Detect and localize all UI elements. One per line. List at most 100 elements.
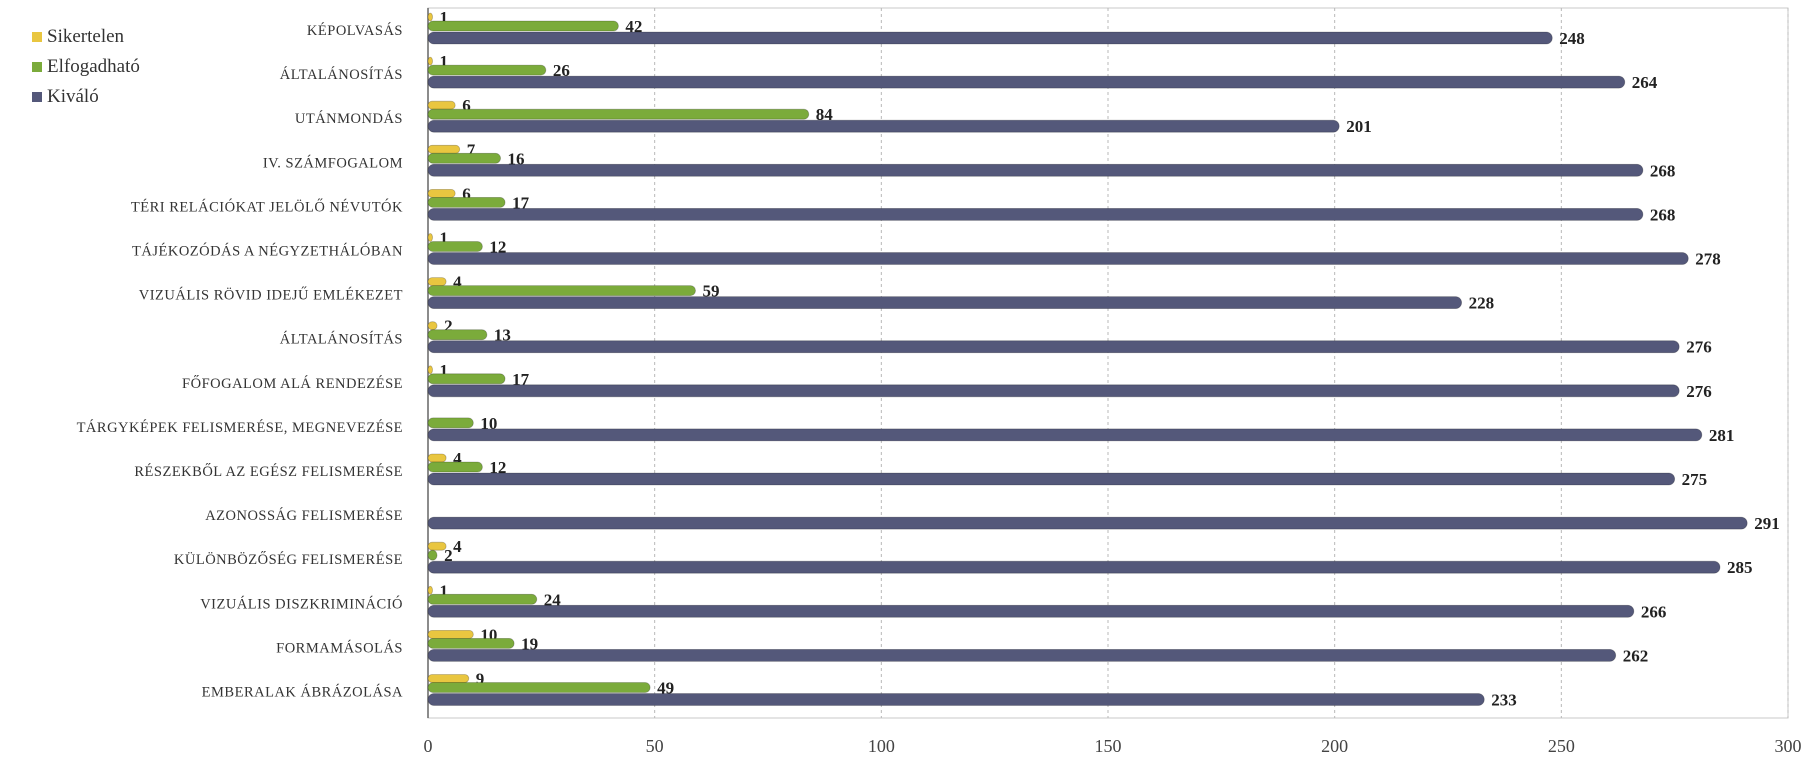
data-label-sikertelen-7: 2	[444, 317, 453, 336]
category-label-4: TÉRI RELÁCIÓKAT JELÖLŐ NÉVUTÓK	[131, 198, 403, 215]
bar-sikertelen-5	[427, 233, 433, 242]
legend-item-sikertelen: Sikertelen	[32, 22, 140, 52]
legend-item-elfogadhato: Elfogadható	[32, 52, 140, 82]
bar-elfogadhato-6	[427, 285, 696, 297]
x-tick-label-100: 100	[868, 736, 895, 756]
bar-sikertelen-10	[427, 453, 447, 463]
x-tick-label-200: 200	[1321, 736, 1348, 756]
x-tick-label-50: 50	[646, 736, 664, 756]
legend-swatch-elfogadhato	[32, 62, 42, 72]
data-label-sikertelen-8: 1	[440, 361, 449, 380]
category-label-8: FŐFOGALOM ALÁ RENDEZÉSE	[182, 375, 403, 392]
bar-sikertelen-7	[427, 321, 438, 331]
legend-label-sikertelen: Sikertelen	[47, 26, 125, 47]
category-label-3: IV. SZÁMFOGALOM	[263, 154, 403, 171]
bar-kivalo-7	[427, 340, 1680, 354]
data-label-elfogadhato-14: 19	[521, 634, 538, 653]
data-label-kivalo-13: 266	[1641, 602, 1667, 621]
data-label-elfogadhato-4: 17	[512, 193, 530, 212]
data-label-kivalo-3: 268	[1650, 161, 1676, 180]
data-label-kivalo-6: 228	[1469, 294, 1495, 313]
bar-elfogadhato-2	[427, 108, 810, 120]
bar-sikertelen-12	[427, 541, 447, 551]
bar-elfogadhato-3	[427, 152, 501, 164]
data-label-sikertelen-10: 4	[453, 449, 462, 468]
data-label-elfogadhato-2: 84	[816, 105, 834, 124]
data-label-sikertelen-2: 6	[462, 96, 471, 115]
bar-elfogadhato-8	[427, 373, 506, 385]
bar-kivalo-10	[427, 472, 1676, 486]
data-label-elfogadhato-13: 24	[544, 590, 562, 609]
data-label-sikertelen-13: 1	[440, 581, 449, 600]
category-label-1: ÁLTALÁNOSÍTÁS	[280, 66, 403, 83]
bar-sikertelen-1	[427, 56, 433, 66]
bar-kivalo-12	[427, 560, 1721, 574]
data-label-elfogadhato-7: 13	[494, 326, 511, 345]
data-label-kivalo-11: 291	[1754, 514, 1780, 533]
data-label-kivalo-15: 233	[1491, 691, 1517, 710]
bar-elfogadhato-14	[427, 638, 515, 649]
bar-kivalo-2	[427, 119, 1340, 133]
bar-kivalo-0	[427, 31, 1553, 45]
category-label-7: ÁLTALÁNOSÍTÁS	[280, 331, 403, 348]
category-label-6: VIZUÁLIS RÖVID IDEJŰ EMLÉKEZET	[139, 287, 403, 304]
data-label-elfogadhato-0: 42	[625, 17, 642, 36]
bar-kivalo-8	[427, 384, 1680, 398]
data-label-elfogadhato-9: 10	[480, 414, 497, 433]
bar-sikertelen-13	[427, 585, 433, 595]
bar-sikertelen-14	[427, 630, 474, 639]
data-label-sikertelen-12: 4	[453, 537, 462, 556]
bar-kivalo-3	[427, 163, 1644, 177]
category-label-9: TÁRGYKÉPEK FELISMERÉSE, MEGNEVEZÉSE	[77, 419, 403, 436]
data-label-kivalo-2: 201	[1346, 117, 1372, 136]
category-label-12: KÜLÖNBÖZŐSÉG FELISMERÉSE	[174, 551, 403, 568]
legend-label-kivalo: Kiváló	[47, 86, 99, 107]
data-label-sikertelen-6: 4	[453, 273, 462, 292]
legend-item-kivalo: Kiváló	[32, 82, 140, 112]
bar-kivalo-1	[427, 75, 1626, 89]
bar-kivalo-4	[427, 207, 1644, 221]
bar-sikertelen-3	[427, 144, 461, 154]
category-label-10: RÉSZEKBŐL AZ EGÉSZ FELISMERÉSE	[134, 463, 403, 480]
data-label-kivalo-10: 275	[1682, 470, 1708, 489]
bar-elfogadhato-4	[427, 196, 506, 208]
category-label-15: EMBERALAK ÁBRÁZOLÁSA	[202, 684, 403, 701]
data-label-sikertelen-4: 6	[462, 184, 471, 203]
bar-sikertelen-8	[427, 365, 433, 375]
x-tick-label-150: 150	[1095, 736, 1122, 756]
bar-kivalo-14	[427, 649, 1617, 662]
bar-elfogadhato-0	[427, 20, 619, 32]
bar-kivalo-11	[427, 516, 1748, 530]
data-label-elfogadhato-8: 17	[512, 370, 530, 389]
category-label-11: AZONOSSÁG FELISMERÉSE	[205, 507, 403, 524]
data-label-kivalo-4: 268	[1650, 205, 1676, 224]
data-label-kivalo-1: 264	[1632, 73, 1658, 92]
legend-label-elfogadhato: Elfogadható	[47, 56, 140, 77]
data-label-kivalo-14: 262	[1623, 646, 1649, 665]
bar-elfogadhato-7	[427, 329, 488, 341]
data-label-kivalo-0: 248	[1559, 29, 1585, 48]
bar-elfogadhato-5	[427, 241, 483, 252]
bar-sikertelen-4	[427, 188, 456, 198]
category-label-13: VIZUÁLIS DISZKRIMINÁCIÓ	[200, 595, 403, 612]
data-label-sikertelen-1: 1	[440, 52, 449, 71]
bar-elfogadhato-12	[427, 549, 438, 561]
data-label-elfogadhato-15: 49	[657, 679, 674, 698]
category-label-2: UTÁNMONDÁS	[295, 110, 403, 127]
bar-sikertelen-6	[427, 277, 447, 287]
data-label-kivalo-5: 278	[1695, 250, 1721, 269]
bar-sikertelen-0	[427, 12, 433, 22]
bar-kivalo-6	[427, 296, 1462, 310]
data-label-elfogadhato-6: 59	[702, 282, 719, 301]
legend-swatch-sikertelen	[32, 32, 42, 42]
category-label-5: TÁJÉKOZÓDÁS A NÉGYZETHÁLÓBAN	[132, 243, 403, 260]
legend-swatch-kivalo	[32, 92, 42, 102]
x-tick-label-300: 300	[1775, 736, 1802, 756]
bar-sikertelen-2	[427, 100, 456, 110]
data-label-sikertelen-3: 7	[467, 140, 476, 159]
category-label-14: FORMAMÁSOLÁS	[276, 639, 403, 656]
bar-kivalo-5	[427, 252, 1689, 265]
data-label-kivalo-12: 285	[1727, 558, 1753, 577]
